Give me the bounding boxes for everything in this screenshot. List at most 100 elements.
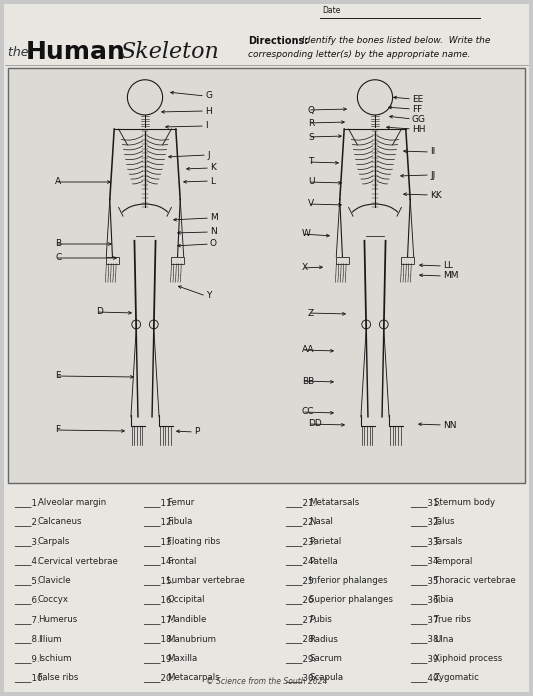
Text: C: C	[55, 253, 61, 262]
Text: ____13.: ____13.	[143, 537, 174, 546]
Text: Cervical vertebrae: Cervical vertebrae	[38, 557, 118, 565]
Text: Talus: Talus	[434, 518, 456, 526]
Text: ____25.: ____25.	[285, 576, 316, 585]
Text: T: T	[308, 157, 313, 166]
Text: ____24.: ____24.	[285, 557, 316, 565]
Text: ____16.: ____16.	[143, 596, 174, 605]
Text: JJ: JJ	[430, 171, 435, 180]
Text: BB: BB	[302, 377, 314, 386]
Text: AA: AA	[302, 345, 314, 354]
Text: ____11.: ____11.	[143, 498, 174, 507]
Text: Occipital: Occipital	[167, 596, 205, 605]
Text: ____4.: ____4.	[14, 557, 39, 565]
Text: F: F	[55, 425, 60, 434]
Text: E: E	[55, 372, 61, 381]
Text: ____9.: ____9.	[14, 654, 39, 663]
Text: HH: HH	[412, 125, 425, 134]
Text: ____7.: ____7.	[14, 615, 39, 624]
Text: K: K	[210, 164, 216, 173]
Text: Carpals: Carpals	[38, 537, 70, 546]
Text: ____15.: ____15.	[143, 576, 174, 585]
Text: Inferior phalanges: Inferior phalanges	[309, 576, 387, 585]
Text: Ulna: Ulna	[434, 635, 454, 644]
Text: II: II	[430, 148, 435, 157]
Text: Radius: Radius	[309, 635, 338, 644]
Text: Metacarpals: Metacarpals	[167, 674, 220, 683]
Text: Parietal: Parietal	[309, 537, 341, 546]
Text: © Science from the South 2024: © Science from the South 2024	[206, 677, 327, 686]
Text: P: P	[194, 427, 199, 436]
Text: ____2.: ____2.	[14, 518, 39, 526]
Text: Calcaneus: Calcaneus	[38, 518, 83, 526]
Text: True ribs: True ribs	[434, 615, 471, 624]
Text: MM: MM	[443, 271, 458, 280]
Text: ____33.: ____33.	[410, 537, 441, 546]
Text: Sternum body: Sternum body	[434, 498, 495, 507]
Text: ____12.: ____12.	[143, 518, 174, 526]
Text: CC: CC	[302, 407, 314, 416]
Text: Identify the bones listed below.  Write the: Identify the bones listed below. Write t…	[302, 36, 490, 45]
Text: L: L	[210, 177, 215, 186]
Text: ____1.: ____1.	[14, 498, 39, 507]
Text: Fibula: Fibula	[167, 518, 192, 526]
Text: B: B	[55, 239, 61, 248]
Text: KK: KK	[430, 191, 442, 200]
Text: Alveolar margin: Alveolar margin	[38, 498, 106, 507]
Text: NN: NN	[443, 420, 456, 429]
Text: False ribs: False ribs	[38, 674, 78, 683]
Text: Floating ribs: Floating ribs	[167, 537, 220, 546]
Text: S: S	[308, 132, 314, 141]
Text: Patella: Patella	[309, 557, 338, 565]
Bar	[106, 257, 119, 264]
Text: ____32.: ____32.	[410, 518, 441, 526]
Text: ____34.: ____34.	[410, 557, 441, 565]
Text: ____22.: ____22.	[285, 518, 316, 526]
Text: Metatarsals: Metatarsals	[309, 498, 359, 507]
Text: W: W	[302, 230, 311, 239]
Text: Skeleton: Skeleton	[120, 41, 219, 63]
Text: ____19.: ____19.	[143, 654, 174, 663]
Text: ____30.: ____30.	[285, 674, 316, 683]
Text: G: G	[205, 91, 212, 100]
Text: Pubis: Pubis	[309, 615, 332, 624]
Text: D: D	[96, 308, 103, 317]
Text: Mandible: Mandible	[167, 615, 206, 624]
Text: Human: Human	[26, 40, 126, 64]
FancyBboxPatch shape	[4, 4, 529, 692]
Text: ____37.: ____37.	[410, 615, 441, 624]
Text: Directions:: Directions:	[248, 36, 308, 46]
Text: A: A	[55, 177, 61, 187]
Text: ____5.: ____5.	[14, 576, 39, 585]
Text: GG: GG	[412, 115, 426, 123]
Text: Date: Date	[322, 6, 341, 15]
Text: ____29.: ____29.	[285, 654, 316, 663]
Text: J: J	[207, 150, 209, 159]
Text: Lumbar vertebrae: Lumbar vertebrae	[167, 576, 245, 585]
Text: M: M	[210, 214, 218, 223]
Text: V: V	[308, 200, 314, 209]
Text: Scapula: Scapula	[309, 674, 343, 683]
Text: Coccyx: Coccyx	[38, 596, 69, 605]
Text: FF: FF	[412, 104, 422, 113]
Text: N: N	[210, 228, 217, 237]
Text: EE: EE	[412, 95, 423, 104]
Text: Illium: Illium	[38, 635, 61, 644]
Text: Humerus: Humerus	[38, 615, 77, 624]
Text: ____3.: ____3.	[14, 537, 39, 546]
Text: O: O	[210, 239, 217, 248]
Bar	[172, 257, 184, 264]
Text: Q: Q	[308, 106, 315, 115]
Text: Tibia: Tibia	[434, 596, 455, 605]
Text: ____28.: ____28.	[285, 635, 316, 644]
Text: LL: LL	[443, 262, 453, 271]
Text: R: R	[308, 118, 314, 127]
Text: H: H	[205, 106, 212, 116]
Text: ____14.: ____14.	[143, 557, 174, 565]
Text: Sacrum: Sacrum	[309, 654, 342, 663]
Text: X: X	[302, 264, 308, 273]
Text: ____23.: ____23.	[285, 537, 316, 546]
Bar	[336, 257, 349, 264]
Text: DD: DD	[308, 420, 322, 429]
Text: Superior phalanges: Superior phalanges	[309, 596, 393, 605]
Text: Frontal: Frontal	[167, 557, 196, 565]
